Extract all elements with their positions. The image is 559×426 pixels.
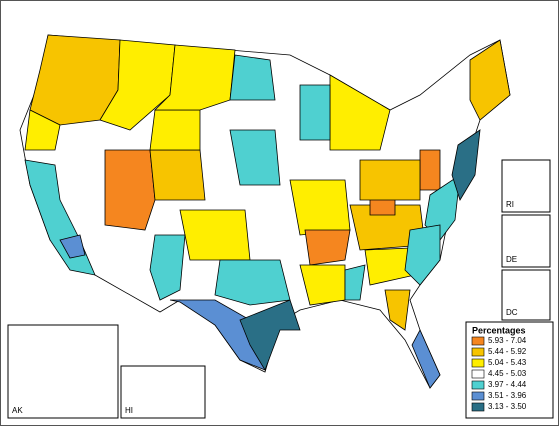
map-region xyxy=(59,234,86,259)
legend-label: 3.51 - 3.96 xyxy=(488,391,527,400)
inset-label: RI xyxy=(506,200,514,209)
legend-title: Percentages xyxy=(472,325,526,335)
map-region xyxy=(24,109,61,151)
legend-swatch xyxy=(471,391,485,401)
map-region xyxy=(411,329,441,389)
legend-swatch xyxy=(471,358,485,368)
legend-swatch xyxy=(471,347,485,357)
inset-label: AK xyxy=(12,406,23,415)
legend-label: 5.44 - 5.92 xyxy=(488,347,527,356)
map-region xyxy=(451,129,481,201)
legend: 5.93 - 7.04 5.44 - 5.92 5.04 - 5.43 4.45 - … xyxy=(471,336,527,412)
inset-box xyxy=(7,324,119,419)
legend-label: 3.97 - 4.44 xyxy=(488,380,527,389)
map-region xyxy=(469,39,511,121)
map-region xyxy=(229,129,281,186)
map-region xyxy=(304,229,351,266)
legend-label: 3.13 - 3.50 xyxy=(488,402,527,411)
inset-box xyxy=(501,214,551,268)
map-region xyxy=(214,259,291,306)
map-region xyxy=(419,149,441,191)
map-region xyxy=(169,299,266,371)
inset-box xyxy=(120,365,206,419)
legend-label: 4.45 - 5.03 xyxy=(488,369,527,378)
map-region xyxy=(299,84,331,141)
map-region xyxy=(179,209,251,261)
map-region xyxy=(149,109,201,151)
map-region xyxy=(384,289,411,331)
inset-box xyxy=(501,159,551,213)
legend-swatch xyxy=(471,336,485,346)
map-region xyxy=(104,149,156,231)
map-region xyxy=(359,159,421,201)
map-region xyxy=(344,264,366,301)
inset-label: DC xyxy=(506,308,518,317)
map-region xyxy=(149,234,186,301)
inset-label: HI xyxy=(125,406,133,415)
map-region xyxy=(149,149,206,201)
legend-label: 5.93 - 7.04 xyxy=(488,336,527,345)
map-region xyxy=(289,179,351,236)
map-region xyxy=(229,54,276,101)
legend-swatch xyxy=(471,402,485,412)
inset-box xyxy=(501,269,551,321)
regions xyxy=(19,34,511,405)
map-region xyxy=(404,224,441,286)
inset-label: DE xyxy=(506,255,517,264)
legend-swatch xyxy=(471,380,485,390)
legend-label: 5.04 - 5.43 xyxy=(488,358,527,367)
legend-swatch xyxy=(471,369,485,379)
map-region xyxy=(154,44,236,111)
